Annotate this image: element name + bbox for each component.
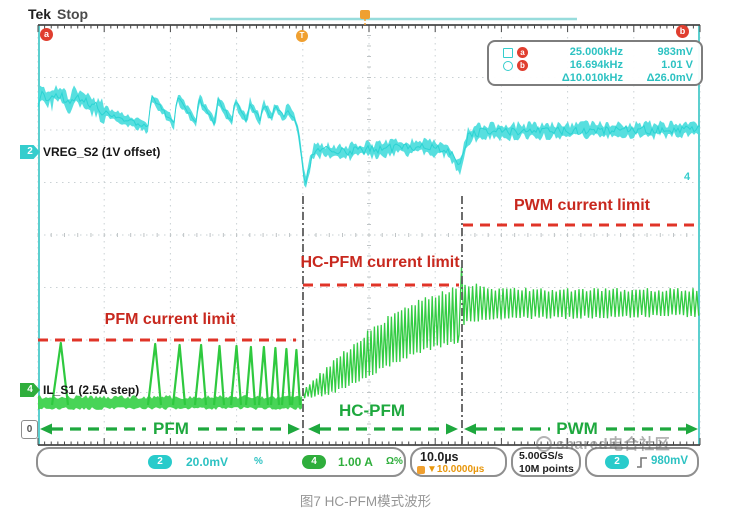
oscilloscope-screenshot: Tek Stop a b T a 25.000kHz 983mV b 16.69… xyxy=(20,6,731,477)
cursor-a-voltage: 983mV xyxy=(657,46,693,58)
mode-pwm-label: PWM xyxy=(556,419,598,438)
sample-rate-value: 5.00GS/s xyxy=(519,450,564,462)
pwm-current-limit-label: PWM current limit xyxy=(513,197,651,214)
timebase-value: 10.0µs xyxy=(420,450,459,464)
watermark-text: shared电合社区 xyxy=(556,436,671,453)
ch2-position-tag[interactable]: 2 xyxy=(20,145,40,159)
ch2-label: VREG_S2 (1V offset) xyxy=(43,145,161,159)
cursor-b-badge: b xyxy=(517,60,528,71)
cursor-a-marker[interactable]: a xyxy=(40,28,53,41)
cursor-delta-row: Δ10.010kHz Δ26.0mV xyxy=(489,72,701,85)
acquisition-status: Stop xyxy=(57,6,89,22)
ch2-coupling-symbol: % xyxy=(254,456,263,467)
cursor-a-shape-icon xyxy=(503,48,513,58)
ch2-scale-value: 20.0mV xyxy=(186,455,229,469)
ch2-scale-badge[interactable]: 2 xyxy=(148,455,172,469)
channel-scale-readout-box[interactable]: 2 20.0mV % 4 1.00 A Ω% xyxy=(36,447,406,477)
delta-voltage: Δ26.0mV xyxy=(646,72,693,84)
trigger-position-value: ▼10.0000µs xyxy=(427,464,485,475)
right-edge-channel-marker: 4 xyxy=(684,171,691,183)
cursor-b-row: b 16.694kHz 1.01 V xyxy=(489,59,701,72)
scope-graphics-canvas xyxy=(37,10,701,446)
record-length-value: 10M points xyxy=(519,463,574,475)
trigger-level-value: 980mV xyxy=(651,455,689,467)
cursor-b-shape-icon xyxy=(503,61,513,71)
trigger-source-badge[interactable]: 2 xyxy=(605,455,629,469)
ch4-scale-badge[interactable]: 4 xyxy=(302,455,326,469)
cursor-a-badge: a xyxy=(517,47,528,58)
mode-pfm-label: PFM xyxy=(153,419,189,438)
watermark: shared电合社区 xyxy=(536,433,731,454)
cursor-b-marker[interactable]: b xyxy=(676,25,689,38)
delta-frequency: Δ10.010kHz xyxy=(561,72,623,84)
cursor-a-row: a 25.000kHz 983mV xyxy=(489,46,701,59)
cursor-readout-box[interactable]: a 25.000kHz 983mV b 16.694kHz 1.01 V Δ10… xyxy=(487,40,703,86)
ch4-scale-value: 1.00 A xyxy=(338,455,373,469)
horizontal-readout-box[interactable]: 10.0µs ▼10.0000µs xyxy=(410,447,507,477)
cursor-a-frequency: 25.000kHz xyxy=(569,46,623,58)
figure-caption: 图7 HC-PFM模式波形 xyxy=(299,494,432,509)
ch4-coupling-symbol: Ω% xyxy=(386,456,403,467)
zero-reference-box: 0 xyxy=(21,420,38,439)
watermark-logo-icon xyxy=(536,435,552,452)
trigger-position-marker[interactable]: T xyxy=(296,30,308,42)
brand-label: Tek xyxy=(28,6,52,22)
hcpfm-current-limit-label: HC-PFM current limit xyxy=(300,254,460,271)
mode-hcpfm-label: HC-PFM xyxy=(338,401,406,420)
cursor-b-voltage: 1.01 V xyxy=(661,59,693,71)
trigger-position-icon xyxy=(417,466,425,474)
ch4-label: IL_S1 (2.5A step) xyxy=(43,383,140,397)
pfm-current-limit-label: PFM current limit xyxy=(104,311,236,328)
ch4-position-tag[interactable]: 4 xyxy=(20,383,40,397)
trigger-readout-box[interactable]: 2 980mV xyxy=(585,447,699,477)
cursor-b-frequency: 16.694kHz xyxy=(569,59,623,71)
trigger-slope-icon xyxy=(637,457,647,468)
